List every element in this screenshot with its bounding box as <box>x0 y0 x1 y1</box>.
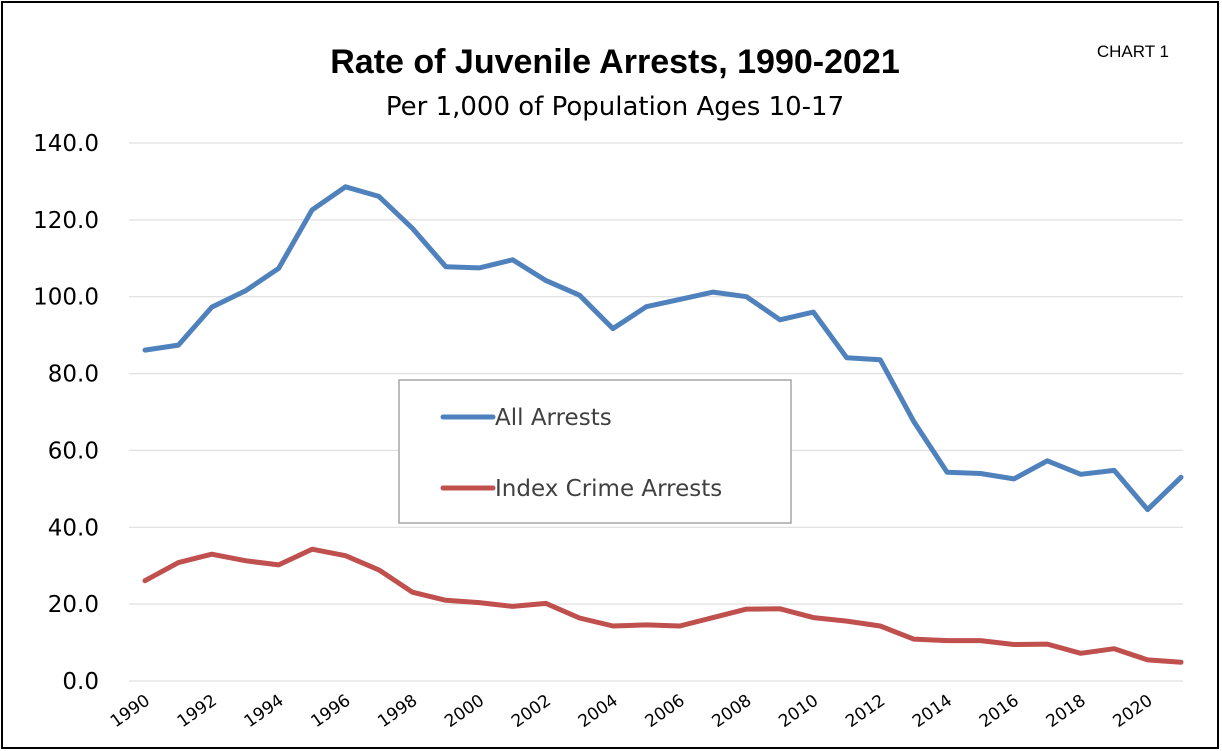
series-line-index-crime-arrests <box>142 546 1184 665</box>
legend: All Arrests Index Crime Arrests <box>398 379 792 524</box>
x-tick-label: 1992 <box>174 691 221 732</box>
x-tick-label: 2010 <box>775 691 822 732</box>
legend-box <box>398 379 792 524</box>
line-chart: Rate of Juvenile Arrests, 1990-2021 Per … <box>33 42 1184 732</box>
y-tick-label: 140.0 <box>33 131 99 157</box>
y-axis-ticks: 0.0 20.0 40.0 60.0 80.0 100.0 120.0 140.0 <box>33 131 99 695</box>
x-tick-label: 2002 <box>508 691 555 732</box>
x-tick-label: 2006 <box>642 691 689 732</box>
x-axis-ticks: 1990 1992 1994 1996 1998 2000 2002 2004 2006 2008… <box>107 691 1156 732</box>
x-tick-label: 1996 <box>307 691 354 732</box>
x-tick-label: 2004 <box>575 691 622 732</box>
x-tick-label: 2012 <box>842 691 889 732</box>
x-tick-label: 1994 <box>241 691 288 732</box>
y-tick-label: 0.0 <box>62 669 99 695</box>
y-tick-label: 20.0 <box>48 592 99 618</box>
y-tick-label: 40.0 <box>48 515 99 541</box>
chart-title: Rate of Juvenile Arrests, 1990-2021 <box>330 43 899 81</box>
y-tick-label: 80.0 <box>48 362 99 388</box>
x-tick-label: 2016 <box>976 691 1023 732</box>
y-tick-label: 60.0 <box>48 438 99 464</box>
x-tick-label: 2014 <box>909 691 956 732</box>
legend-label-index-crime-arrests: Index Crime Arrests <box>495 476 722 502</box>
x-tick-label: 2020 <box>1110 691 1157 732</box>
chart-tag: CHART 1 <box>1097 42 1169 61</box>
x-tick-label: 2000 <box>441 691 488 732</box>
series-lines <box>142 184 1184 665</box>
y-tick-label: 120.0 <box>33 208 99 234</box>
x-tick-label: 1998 <box>374 691 421 732</box>
x-tick-label: 2018 <box>1043 691 1090 732</box>
series-line-all-arrests <box>142 184 1184 513</box>
x-tick-label: 2008 <box>709 691 756 732</box>
legend-label-all-arrests: All Arrests <box>495 405 612 431</box>
x-tick-label: 1990 <box>107 691 154 732</box>
chart-subtitle: Per 1,000 of Population Ages 10-17 <box>386 92 844 122</box>
y-tick-label: 100.0 <box>33 285 99 311</box>
